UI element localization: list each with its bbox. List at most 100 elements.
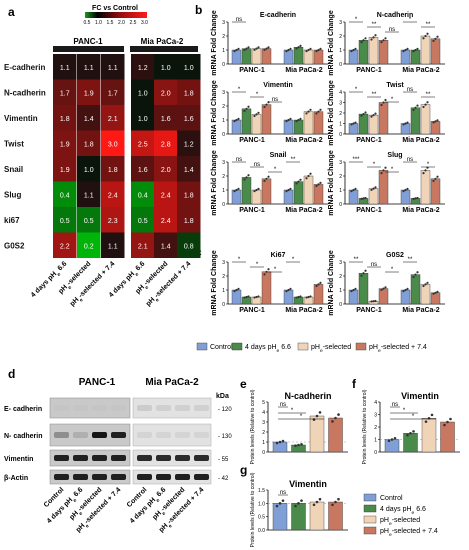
colorbar-tick: 3.0 — [141, 20, 148, 26]
y-tick-label: 2 — [339, 111, 342, 117]
data-point — [370, 38, 373, 41]
data-point — [436, 175, 439, 178]
sig-annotation: * — [274, 267, 277, 273]
bar — [261, 178, 272, 205]
sig-annotation: ns — [280, 490, 286, 496]
y-tick-label: 3 — [339, 20, 342, 26]
heatmap-cell — [177, 156, 201, 182]
legend-label: pHe-selected + 7.4 — [369, 344, 427, 354]
sig-annotation: ** — [372, 92, 377, 98]
y-axis-label: mRNA Fold Change — [211, 150, 218, 216]
data-point — [424, 103, 427, 106]
heatmap-cell — [53, 130, 77, 156]
y-tick-label: 1.0 — [258, 501, 265, 507]
data-point — [412, 275, 415, 279]
y-axis-label: mRNA Fold Change — [328, 10, 335, 76]
data-point — [309, 108, 312, 111]
y-tick-label: 3 — [339, 101, 342, 107]
bar — [241, 108, 252, 135]
bar — [400, 189, 411, 205]
wb-group-mia: Mia PaCa-2 — [145, 377, 199, 388]
x-category-label: PANC-1 — [356, 207, 382, 214]
sig-annotation: * — [409, 17, 412, 23]
mrna-chart-title: Vimentin — [263, 82, 292, 89]
heatmap-row-label: Snail — [4, 165, 23, 174]
data-point — [436, 35, 439, 38]
data-point — [412, 197, 415, 200]
heatmap-cell-value: 0.4 — [60, 192, 70, 199]
data-point — [300, 443, 303, 446]
bar — [283, 119, 294, 135]
data-point — [430, 413, 434, 417]
mrna-chart: Twist 0 1 2 3 4 mRNA Fold Change PANC-1 Mia PaCa… — [328, 80, 445, 146]
sig-annotation: * — [238, 87, 241, 93]
sig-annotation: * — [391, 267, 394, 273]
data-point — [416, 196, 419, 200]
data-point — [297, 180, 300, 183]
sig-annotation: * — [274, 167, 277, 173]
data-point — [285, 190, 288, 193]
mrna-chart: N-cadherin 0 1 2 3 mRNA Fold Change PANC-1 Mia … — [328, 10, 445, 76]
legend-swatch — [363, 515, 377, 524]
mrna-chart: Slug 0 1 2 3 mRNA Fold Change PANC-1 Mia PaCa-2… — [328, 150, 445, 216]
data-point — [402, 123, 405, 126]
data-point — [370, 115, 373, 118]
y-tick-label: 1 — [222, 188, 225, 194]
mrna-chart-title: Snail — [270, 152, 287, 159]
y-tick-label: 0 — [222, 302, 225, 308]
data-point — [317, 48, 320, 52]
data-point — [380, 288, 383, 291]
heatmap-cell — [131, 79, 155, 105]
bar — [283, 289, 294, 305]
heatmap-cell — [101, 54, 125, 80]
data-point — [380, 171, 383, 175]
heatmap-cell-value: 2.4 — [161, 192, 171, 199]
legend-label: Control — [380, 495, 403, 502]
data-point — [404, 48, 407, 52]
wb-band — [111, 405, 126, 411]
data-point — [424, 34, 427, 38]
bar — [313, 111, 324, 135]
mrna-chart-title: E-cadherin — [260, 12, 296, 19]
wb-band — [175, 474, 190, 480]
y-tick-label: 0 — [339, 132, 342, 138]
heatmap-cell-value: 1.9 — [60, 141, 70, 148]
data-point — [354, 47, 357, 50]
data-point — [402, 290, 405, 293]
sig-annotation: * — [292, 257, 295, 263]
sig-annotation: ns — [371, 262, 377, 268]
heatmap-cell — [101, 181, 125, 207]
data-point — [287, 48, 290, 52]
data-point — [362, 197, 365, 200]
wb-band — [73, 432, 88, 438]
heatmap-cell — [101, 207, 125, 233]
bar — [378, 40, 389, 65]
data-point — [374, 186, 377, 189]
legend-label: 4 days pHe 6.6 — [380, 506, 426, 516]
bar — [251, 189, 262, 205]
data-point — [364, 111, 367, 114]
heatmap-group-panc1: PANC-1 — [73, 37, 103, 46]
heatmap-cell-value: 1.1 — [84, 192, 94, 199]
sig-annotation: * — [373, 162, 376, 168]
protein-chart-title: Vimentin — [289, 479, 327, 489]
sig-annotation: * — [256, 92, 259, 98]
heatmap-row-label: N-cadherin — [4, 88, 46, 97]
heatmap-cell-value: 0.5 — [84, 218, 94, 225]
y-axis-label: Protein levels (Relative to control) — [250, 472, 256, 547]
heatmap-cell — [77, 54, 101, 80]
heatmap-cell — [177, 79, 201, 105]
heatmap-cell — [53, 105, 77, 131]
y-tick-label: 3 — [222, 260, 225, 266]
x-category-label: Mia PaCa-2 — [285, 307, 322, 314]
data-point — [393, 436, 397, 440]
heatmap-cell-value: 1.1 — [108, 65, 118, 72]
data-point — [384, 98, 387, 102]
mrna-chart-title: N-cadherin — [377, 12, 414, 19]
data-point — [307, 174, 310, 178]
sig-annotation: ns — [389, 27, 395, 33]
wb-band — [156, 432, 171, 438]
bar — [272, 441, 288, 453]
bar — [231, 49, 242, 65]
y-tick-label: 0.0 — [258, 528, 265, 534]
